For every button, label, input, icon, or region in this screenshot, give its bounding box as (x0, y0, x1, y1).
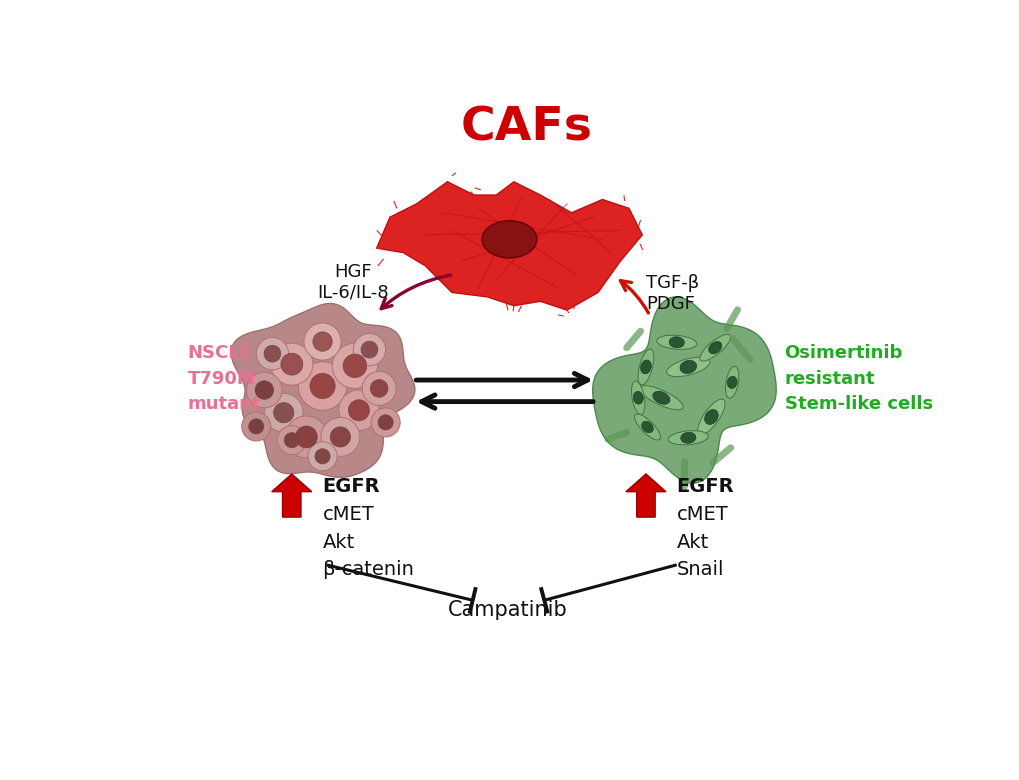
Ellipse shape (666, 357, 709, 377)
Circle shape (315, 448, 330, 464)
Circle shape (264, 393, 303, 432)
Ellipse shape (656, 335, 696, 349)
Ellipse shape (727, 376, 737, 388)
Circle shape (338, 390, 379, 431)
Text: NSCLC
T790M
mutant: NSCLC T790M mutant (187, 344, 261, 413)
Text: Snail: Snail (676, 560, 723, 580)
Circle shape (330, 427, 351, 447)
Text: EGFR: EGFR (322, 477, 380, 496)
Ellipse shape (640, 360, 651, 374)
Polygon shape (376, 182, 642, 310)
Circle shape (313, 332, 332, 351)
Text: Campatinib: Campatinib (447, 600, 567, 619)
Text: TGF-β
PDGF: TGF-β PDGF (645, 275, 698, 314)
Circle shape (273, 402, 293, 423)
Circle shape (371, 408, 399, 437)
Ellipse shape (634, 414, 660, 440)
Ellipse shape (680, 432, 695, 443)
Text: Akt: Akt (676, 533, 708, 551)
Ellipse shape (704, 410, 717, 424)
Text: Akt: Akt (322, 533, 355, 551)
Circle shape (277, 426, 306, 455)
Ellipse shape (633, 392, 643, 404)
Circle shape (348, 400, 369, 420)
Text: CAFs: CAFs (461, 105, 592, 150)
Circle shape (342, 354, 366, 378)
Ellipse shape (697, 399, 725, 435)
Ellipse shape (680, 360, 696, 374)
Ellipse shape (668, 337, 684, 348)
Circle shape (249, 419, 264, 434)
Circle shape (285, 416, 327, 458)
Circle shape (247, 372, 282, 408)
Ellipse shape (631, 381, 644, 414)
Circle shape (242, 412, 270, 441)
Circle shape (280, 353, 303, 375)
Circle shape (310, 374, 335, 399)
Polygon shape (626, 474, 665, 517)
Circle shape (361, 341, 377, 358)
Circle shape (256, 338, 288, 370)
Circle shape (296, 426, 317, 448)
Polygon shape (592, 297, 775, 483)
Text: HGF
IL-6/IL-8: HGF IL-6/IL-8 (317, 263, 389, 302)
Polygon shape (271, 474, 312, 517)
Ellipse shape (652, 392, 669, 404)
Ellipse shape (638, 349, 653, 385)
Circle shape (370, 380, 387, 397)
Circle shape (378, 415, 392, 430)
Ellipse shape (725, 367, 738, 399)
Text: Osimertinib
resistant
Stem-like cells: Osimertinib resistant Stem-like cells (784, 344, 931, 413)
Text: EGFR: EGFR (676, 477, 734, 496)
Ellipse shape (639, 385, 683, 410)
Ellipse shape (667, 431, 707, 445)
Ellipse shape (708, 342, 721, 354)
Circle shape (284, 433, 300, 448)
Text: cMET: cMET (676, 505, 728, 524)
Circle shape (362, 371, 395, 406)
Ellipse shape (699, 335, 730, 361)
Text: cMET: cMET (322, 505, 374, 524)
Circle shape (308, 441, 336, 471)
Text: β-catenin: β-catenin (322, 560, 414, 580)
Circle shape (298, 362, 346, 410)
Circle shape (255, 381, 273, 399)
Ellipse shape (641, 421, 652, 433)
Circle shape (270, 343, 313, 385)
Circle shape (264, 346, 280, 362)
Circle shape (332, 343, 377, 388)
Circle shape (304, 323, 340, 360)
Ellipse shape (482, 221, 536, 258)
Circle shape (353, 334, 385, 366)
Circle shape (321, 417, 360, 456)
Polygon shape (231, 303, 415, 477)
